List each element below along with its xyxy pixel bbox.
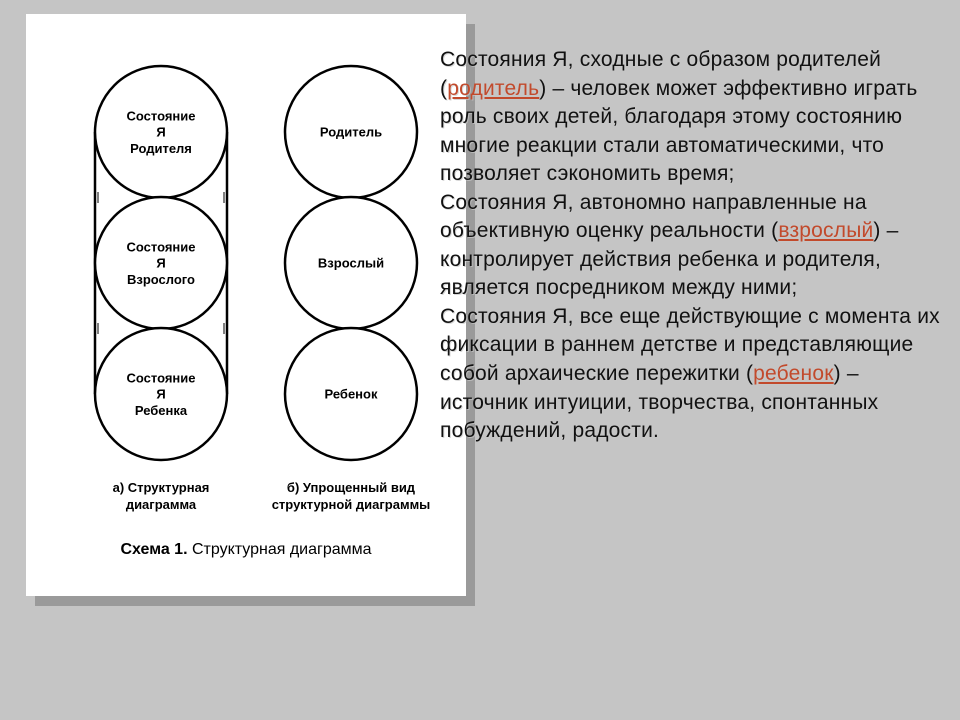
svg-text:Схема 1. Структурная диаграмма: Схема 1. Структурная диаграмма	[120, 541, 371, 558]
paragraph-adult: Состояния Я, автономно направленные на о…	[440, 189, 950, 303]
diagram-container: СостояниеЯРодителяСостояниеЯВзрослогоСос…	[26, 14, 466, 596]
structural-diagram-svg: СостояниеЯРодителяСостояниеЯВзрослогоСос…	[26, 14, 466, 596]
svg-text:Состояние: Состояние	[126, 108, 195, 123]
svg-text:Состояние: Состояние	[126, 239, 195, 254]
highlight-parent: родитель	[447, 77, 539, 100]
paragraph-child: Состояния Я, все еще действующие с момен…	[440, 303, 950, 446]
highlight-adult: взрослый	[778, 219, 873, 242]
svg-text:структурной диаграммы: структурной диаграммы	[272, 497, 431, 512]
svg-text:Ребенок: Ребенок	[325, 387, 378, 402]
svg-text:Родитель: Родитель	[320, 125, 382, 140]
svg-text:Состояние: Состояние	[126, 370, 195, 385]
svg-text:Взрослый: Взрослый	[318, 256, 384, 271]
svg-text:Родителя: Родителя	[130, 141, 192, 156]
svg-text:Ребенка: Ребенка	[135, 403, 188, 418]
svg-text:а) Структурная: а) Структурная	[113, 480, 210, 495]
svg-text:Я: Я	[156, 387, 165, 402]
svg-text:Взрослого: Взрослого	[127, 272, 195, 287]
paragraph-parent: Состояния Я, сходные с образом родителей…	[440, 46, 950, 189]
highlight-child: ребенок	[753, 362, 833, 385]
svg-text:Я: Я	[156, 256, 165, 271]
description-text: Состояния Я, сходные с образом родителей…	[440, 46, 950, 446]
svg-text:б) Упрощенный вид: б) Упрощенный вид	[287, 480, 416, 495]
svg-text:диаграмма: диаграмма	[126, 497, 197, 512]
svg-text:Я: Я	[156, 125, 165, 140]
p3-text-a: Состояния Я, все еще действующие с момен…	[440, 305, 940, 385]
